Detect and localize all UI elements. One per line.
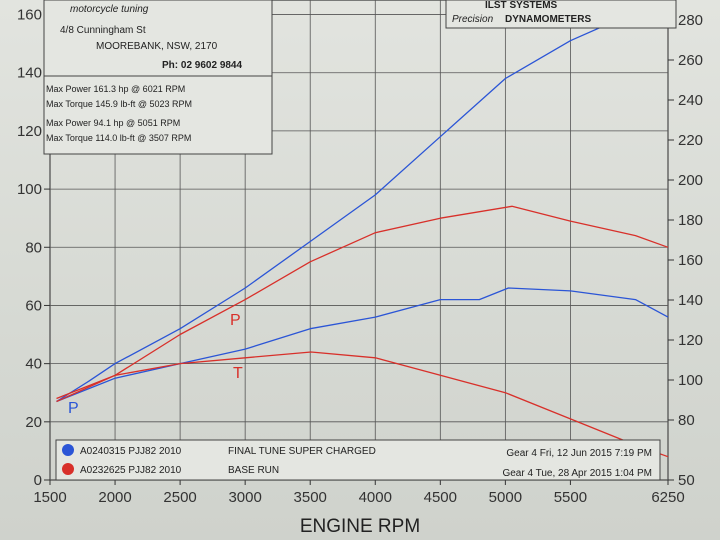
legend-row-blue: A0240315 PJJ82 2010 FINAL TUNE SUPER CHA… (62, 444, 652, 459)
legend-date-blue: Gear 4 Fri, 12 Jun 2015 7:19 PM (506, 448, 652, 459)
blue-max-torque: Max Torque 145.9 lb-ft @ 5023 RPM (46, 99, 192, 109)
legend-desc-blue: FINAL TUNE SUPER CHARGED (228, 446, 376, 457)
y-tick-label: 140 (17, 65, 42, 82)
legend-dot-blue (62, 444, 74, 456)
x-tick-label: 2000 (98, 489, 131, 506)
y2-axis-ticks: 50 80 100 120 140 160 180 200 220 240 260 280 (668, 12, 703, 489)
x-tick-label: 1500 (33, 489, 66, 506)
y-tick-label: 60 (25, 297, 42, 314)
series-group (56, 10, 669, 458)
y2-tick-label: 50 (678, 472, 695, 489)
y2-tick-label: 260 (678, 52, 703, 69)
torque-marker: T (233, 365, 243, 382)
x-axis-label: ENGINE RPM (300, 516, 420, 537)
y2-tick-label: 160 (678, 252, 703, 269)
brand-main: DYNAMOMETERS (505, 14, 591, 25)
x-tick-label: 5500 (554, 489, 587, 506)
y-tick-label: 40 (25, 356, 42, 373)
x-tick-label: 2500 (163, 489, 196, 506)
address-line2: MOOREBANK, NSW, 2170 (96, 41, 218, 52)
red-max-torque: Max Torque 114.0 lb-ft @ 3507 RPM (46, 133, 191, 143)
logo-text: motorcycle tuning (70, 4, 149, 15)
y-tick-label: 20 (25, 414, 42, 431)
legend-id-blue: A0240315 PJJ82 2010 (80, 446, 182, 457)
series-line-3 (56, 351, 669, 458)
x-tick-label: 3500 (294, 489, 327, 506)
y-tick-label: 0 (34, 472, 42, 489)
y2-tick-label: 100 (678, 372, 703, 389)
x-tick-label: 4500 (424, 489, 457, 506)
y-axis-ticks: 0 20 40 60 80 100 120 140 160 (17, 7, 50, 489)
summary-box (43, 75, 273, 155)
y-tick-label: 80 (25, 239, 42, 256)
legend-row-red: A0232625 PJJ82 2010 BASE RUN Gear 4 Tue,… (62, 463, 652, 479)
series-line-1 (56, 287, 669, 403)
address-line1: 4/8 Cunningham St (60, 25, 146, 36)
x-tick-label: 4000 (359, 489, 392, 506)
y2-tick-label: 280 (678, 12, 703, 29)
red-max-power: Max Power 94.1 hp @ 5051 RPM (46, 118, 180, 128)
legend-id-red: A0232625 PJJ82 2010 (80, 465, 182, 476)
power-marker: P (230, 312, 241, 329)
brand-box (445, 0, 677, 29)
shop-header-box (43, 0, 273, 77)
blue-max-power: Max Power 161.3 hp @ 6021 RPM (46, 84, 185, 94)
y2-tick-label: 140 (678, 292, 703, 309)
y-tick-label: 100 (17, 181, 42, 198)
legend-date-red: Gear 4 Tue, 28 Apr 2015 1:04 PM (502, 468, 652, 479)
series-line-0 (56, 10, 669, 403)
brand-sub: Precision (452, 14, 494, 25)
x-tick-label: 6250 (651, 489, 684, 506)
y2-tick-label: 180 (678, 212, 703, 229)
start-power-marker: P (68, 400, 79, 417)
y2-tick-label: 220 (678, 132, 703, 149)
y2-tick-label: 120 (678, 332, 703, 349)
x-tick-label: 3000 (228, 489, 261, 506)
legend-desc-red: BASE RUN (228, 465, 279, 476)
y2-tick-label: 240 (678, 92, 703, 109)
legend-box (55, 439, 661, 481)
x-tick-label: 5000 (489, 489, 522, 506)
y-tick-label: 160 (17, 7, 42, 24)
brand-top: ILST SYSTEMS (485, 0, 558, 11)
series-line-2 (56, 205, 669, 400)
y-tick-label: 120 (17, 123, 42, 140)
phone-number: Ph: 02 9602 9844 (162, 60, 242, 71)
legend-dot-red (62, 463, 74, 475)
x-axis-ticks: 1500 2000 2500 3000 3500 4000 4500 5000 5500 6250 (33, 480, 685, 506)
y2-tick-label: 200 (678, 172, 703, 189)
y2-tick-label: 80 (678, 412, 695, 429)
